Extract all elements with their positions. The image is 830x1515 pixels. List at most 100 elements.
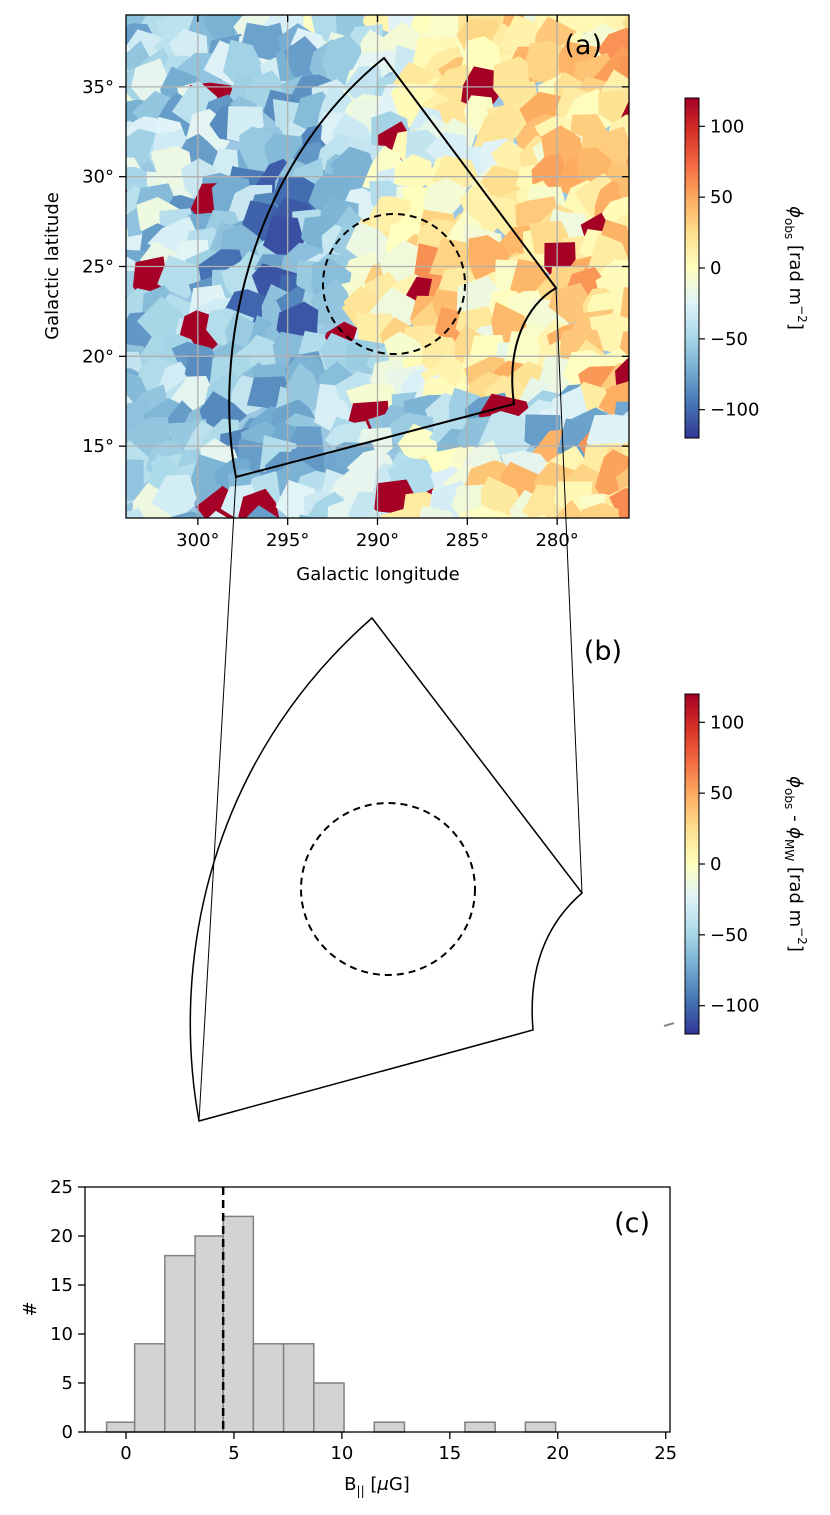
panel-c-frame xyxy=(84,1186,671,1433)
colorbar-tick-label: −50 xyxy=(710,925,748,946)
colorbar-tick-label: 100 xyxy=(710,116,744,137)
x-tick-label: 15 xyxy=(438,1443,461,1464)
map-cell xyxy=(626,502,675,552)
histogram-bar xyxy=(252,1343,285,1433)
panel-b-colorbar-label: ϕobs - ϕMW [rad m−2] xyxy=(782,776,809,952)
histogram-bar xyxy=(464,1421,496,1433)
panel-a-colorbar-label: ϕobs [rad m−2] xyxy=(782,206,809,330)
x-tick-label: 0 xyxy=(120,1443,131,1464)
panel-b-label: (b) xyxy=(584,636,622,667)
panel-a-colorbar xyxy=(684,97,700,439)
x-tick-label: 295° xyxy=(266,530,309,551)
panel-c-ticks: 0 5 10 15 20 25 0 5 10 15 20 25 xyxy=(50,1177,677,1464)
map-cell xyxy=(207,510,228,518)
panel-a-region-outline xyxy=(228,56,558,479)
histogram-bar xyxy=(222,1215,255,1433)
y-tick-label: 25 xyxy=(50,1177,73,1198)
map-cell xyxy=(423,177,467,217)
panel-a-grid xyxy=(126,15,629,518)
map-cell xyxy=(299,514,314,518)
zoom-line-right xyxy=(555,287,583,894)
colorbar-tick-label: −100 xyxy=(710,400,759,421)
panel-a-label: (a) xyxy=(564,30,602,61)
map-cell xyxy=(522,40,574,84)
y-tick-label: 30° xyxy=(82,167,114,188)
map-cell xyxy=(150,474,199,518)
x-tick-label: 5 xyxy=(228,1443,239,1464)
map-cell xyxy=(625,156,629,166)
map-cell xyxy=(126,138,128,149)
map-cell xyxy=(623,410,629,427)
map-cell xyxy=(166,511,204,518)
panel-c-label: (c) xyxy=(614,1208,650,1239)
map-cell xyxy=(558,41,597,83)
map-cell xyxy=(609,488,629,518)
map-cell xyxy=(413,514,435,518)
map-cell xyxy=(78,0,124,38)
map-cell xyxy=(92,515,139,556)
panel-a-ticks: 300° 295° 290° 285° 280° 15° 20° 25° 30° 35° xyxy=(82,15,629,551)
y-tick-label: 10 xyxy=(50,1324,73,1345)
map-cell xyxy=(554,499,583,518)
panel-b-dashed-circle xyxy=(300,802,476,976)
map-cell xyxy=(623,40,629,63)
panel-a-colorbar-ticks: 100 50 0 −50 −100 xyxy=(699,116,759,421)
map-cell xyxy=(484,509,513,518)
colorbar-tick-label: 50 xyxy=(710,783,733,804)
map-cell xyxy=(393,154,433,189)
panel-b-colorbar xyxy=(684,693,700,1035)
map-cell xyxy=(126,508,145,518)
stray-mark xyxy=(663,1022,675,1027)
map-cell xyxy=(601,522,646,563)
map-cell xyxy=(238,488,280,518)
map-cell xyxy=(353,0,393,14)
map-cell xyxy=(254,15,262,17)
x-tick-label: 20 xyxy=(546,1443,569,1464)
y-tick-label: 25° xyxy=(82,257,114,278)
y-tick-label: 35° xyxy=(82,77,114,98)
panel-b: (b) 100 50 0 −50 −100 ϕobs - ϕMW [rad m−2] xyxy=(189,616,809,1122)
histogram-bar xyxy=(373,1421,406,1433)
histogram-bar xyxy=(164,1254,196,1433)
colorbar-tick-label: 50 xyxy=(710,187,733,208)
map-cell xyxy=(531,514,547,518)
map-cell xyxy=(418,505,454,518)
panel-a-ylabel: Galactic latitude xyxy=(42,192,63,340)
map-cell xyxy=(476,101,522,145)
x-tick-label: 285° xyxy=(446,530,489,551)
map-cell xyxy=(619,331,629,357)
y-tick-label: 20° xyxy=(82,346,114,367)
map-cell xyxy=(627,244,629,248)
x-tick-label: 10 xyxy=(330,1443,353,1464)
map-cell xyxy=(635,76,679,123)
x-tick-label: 280° xyxy=(535,530,578,551)
map-cell xyxy=(621,15,629,31)
map-cell xyxy=(380,505,420,518)
panel-b-colorbar-ticks: 100 50 0 −50 −100 xyxy=(699,712,759,1017)
map-cell xyxy=(628,130,629,136)
map-cell xyxy=(202,15,244,44)
colorbar-tick-label: −100 xyxy=(710,996,759,1017)
panel-b-region-outline xyxy=(189,616,584,1122)
colorbar-tick-label: 0 xyxy=(710,854,721,875)
map-cell xyxy=(126,459,144,500)
colorbar-tick-label: −50 xyxy=(710,329,748,350)
y-tick-label: 0 xyxy=(62,1422,73,1443)
map-cell xyxy=(631,154,670,197)
colorbar-tick-label: 0 xyxy=(710,258,721,279)
panel-c-ylabel: # xyxy=(20,1301,41,1316)
histogram-bar xyxy=(524,1421,557,1433)
histogram-bar xyxy=(313,1382,345,1433)
x-tick-label: 25 xyxy=(654,1443,677,1464)
histogram-bar xyxy=(133,1343,166,1433)
map-cell xyxy=(628,256,629,259)
panel-a-rm-map xyxy=(78,0,679,563)
panel-a: 300° 295° 290° 285° 280°15°20°25°30°35° (a) … xyxy=(42,0,809,585)
map-cell xyxy=(624,445,629,455)
map-cell xyxy=(603,15,607,16)
map-cell xyxy=(126,128,163,169)
map-cell xyxy=(126,286,127,291)
histogram-bar xyxy=(282,1343,315,1433)
map-cell xyxy=(625,402,629,414)
